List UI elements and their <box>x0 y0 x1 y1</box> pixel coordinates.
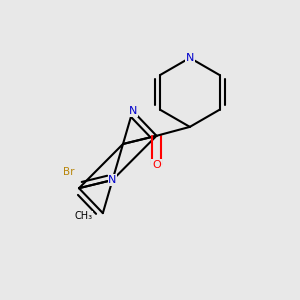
Text: N: N <box>186 53 194 63</box>
Text: Br: Br <box>63 167 74 177</box>
Text: N: N <box>128 106 137 116</box>
Text: CH₃: CH₃ <box>74 211 92 221</box>
Text: N: N <box>108 175 117 185</box>
Text: O: O <box>152 160 161 170</box>
